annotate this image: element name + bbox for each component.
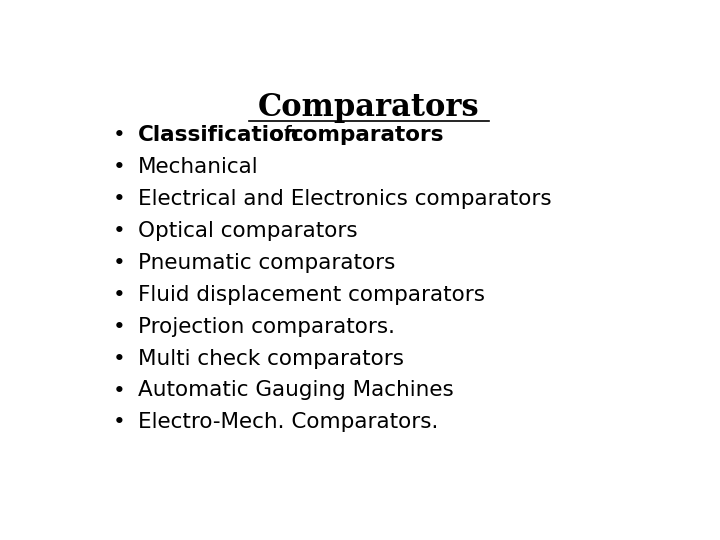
Text: Fluid displacement comparators: Fluid displacement comparators: [138, 285, 485, 305]
Text: Optical comparators: Optical comparators: [138, 221, 358, 241]
Text: •: •: [113, 221, 126, 241]
Text: comparators: comparators: [290, 125, 444, 145]
Text: Projection comparators.: Projection comparators.: [138, 316, 395, 336]
Text: Automatic Gauging Machines: Automatic Gauging Machines: [138, 381, 454, 401]
Text: •: •: [113, 125, 126, 145]
Text: Electro-Mech. Comparators.: Electro-Mech. Comparators.: [138, 413, 438, 433]
Text: •: •: [113, 253, 126, 273]
Text: •: •: [113, 381, 126, 401]
Text: •: •: [113, 285, 126, 305]
Text: Electrical and Electronics comparators: Electrical and Electronics comparators: [138, 189, 552, 209]
Text: Comparators: Comparators: [258, 92, 480, 123]
Text: of: of: [264, 125, 298, 145]
Text: Multi check comparators: Multi check comparators: [138, 348, 404, 368]
Text: •: •: [113, 413, 126, 433]
Text: Mechanical: Mechanical: [138, 157, 258, 177]
Text: Classification: Classification: [138, 125, 300, 145]
Text: •: •: [113, 189, 126, 209]
Text: •: •: [113, 316, 126, 336]
Text: •: •: [113, 348, 126, 368]
Text: •: •: [113, 157, 126, 177]
Text: Pneumatic comparators: Pneumatic comparators: [138, 253, 395, 273]
